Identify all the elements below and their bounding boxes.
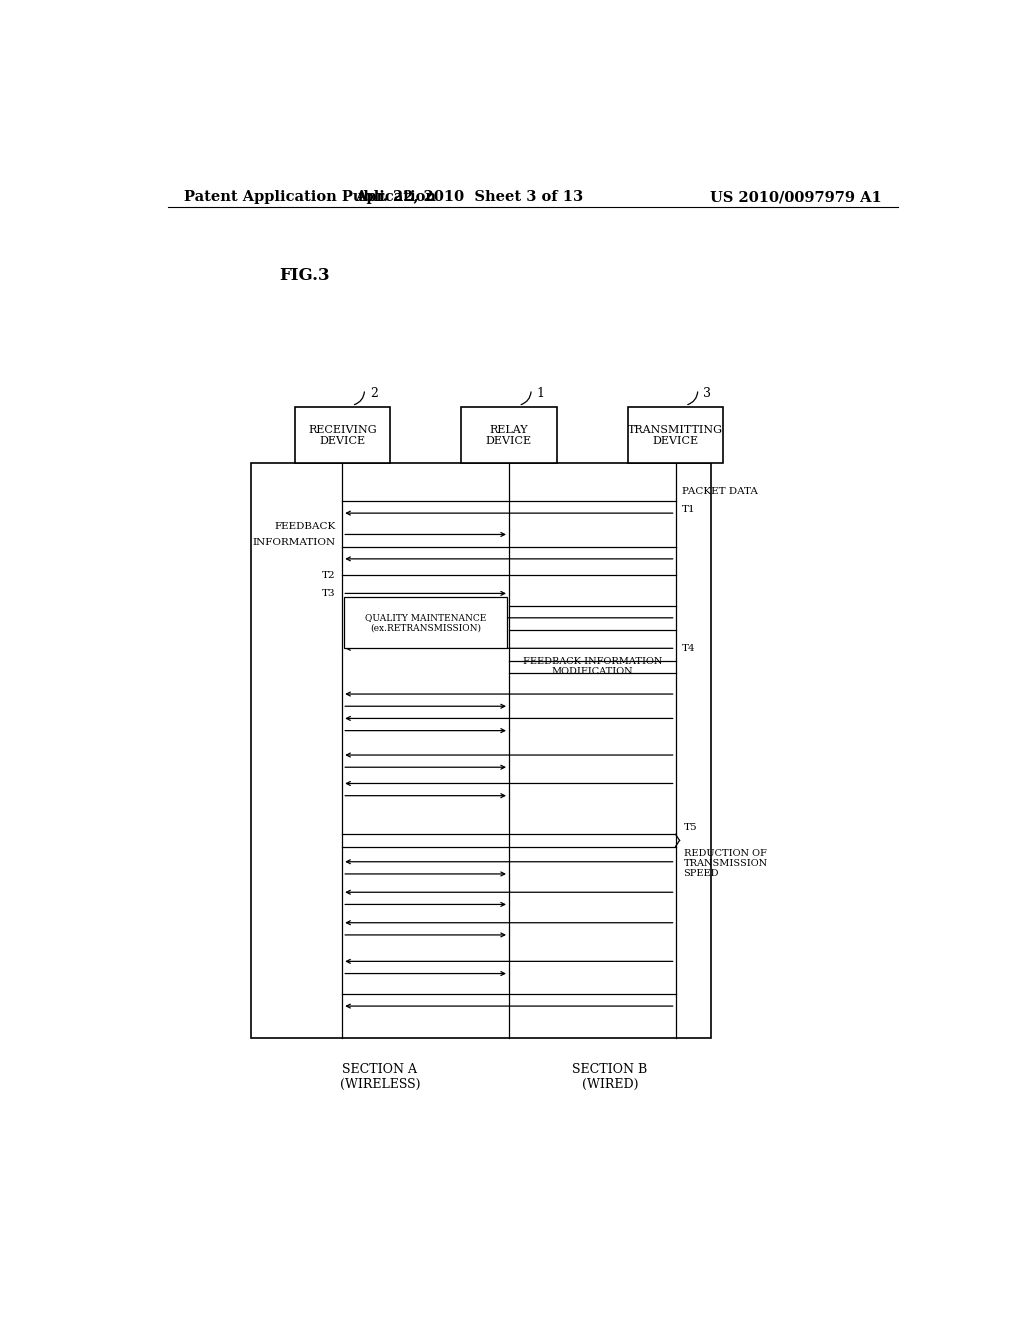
Bar (251, 463, 712, 1038)
Text: FEEDBACK: FEEDBACK (274, 523, 336, 532)
Bar (344, 598, 507, 648)
Text: 3: 3 (703, 387, 712, 400)
Text: Patent Application Publication: Patent Application Publication (183, 190, 435, 205)
Text: RELAY
DEVICE: RELAY DEVICE (485, 425, 532, 446)
Text: 2: 2 (370, 387, 378, 400)
Text: TRANSMITTING
DEVICE: TRANSMITTING DEVICE (628, 425, 723, 446)
Text: REDUCTION OF
TRANSMISSION
SPEED: REDUCTION OF TRANSMISSION SPEED (684, 849, 768, 878)
Text: QUALITY MAINTENANCE
(ex.RETRANSMISSION): QUALITY MAINTENANCE (ex.RETRANSMISSION) (365, 614, 486, 632)
Text: T5: T5 (684, 824, 697, 833)
Text: Apr. 22, 2010  Sheet 3 of 13: Apr. 22, 2010 Sheet 3 of 13 (355, 190, 584, 205)
Bar (295, 408, 390, 463)
Text: FIG.3: FIG.3 (279, 267, 330, 284)
Text: US 2010/0097979 A1: US 2010/0097979 A1 (711, 190, 882, 205)
Text: SECTION A
(WIRELESS): SECTION A (WIRELESS) (340, 1063, 420, 1092)
Text: T2: T2 (323, 570, 336, 579)
Text: PACKET DATA: PACKET DATA (682, 487, 758, 496)
Text: SECTION B
(WIRED): SECTION B (WIRED) (572, 1063, 648, 1092)
Bar (461, 408, 557, 463)
Text: T4: T4 (682, 644, 695, 653)
Text: 1: 1 (537, 387, 545, 400)
Text: INFORMATION: INFORMATION (253, 537, 336, 546)
Text: T3: T3 (323, 589, 336, 598)
Bar (628, 408, 723, 463)
Text: FEEDBACK INFORMATION
MODIFICATION: FEEDBACK INFORMATION MODIFICATION (522, 657, 662, 676)
Text: RECEIVING
DEVICE: RECEIVING DEVICE (308, 425, 377, 446)
Text: T1: T1 (682, 506, 695, 513)
